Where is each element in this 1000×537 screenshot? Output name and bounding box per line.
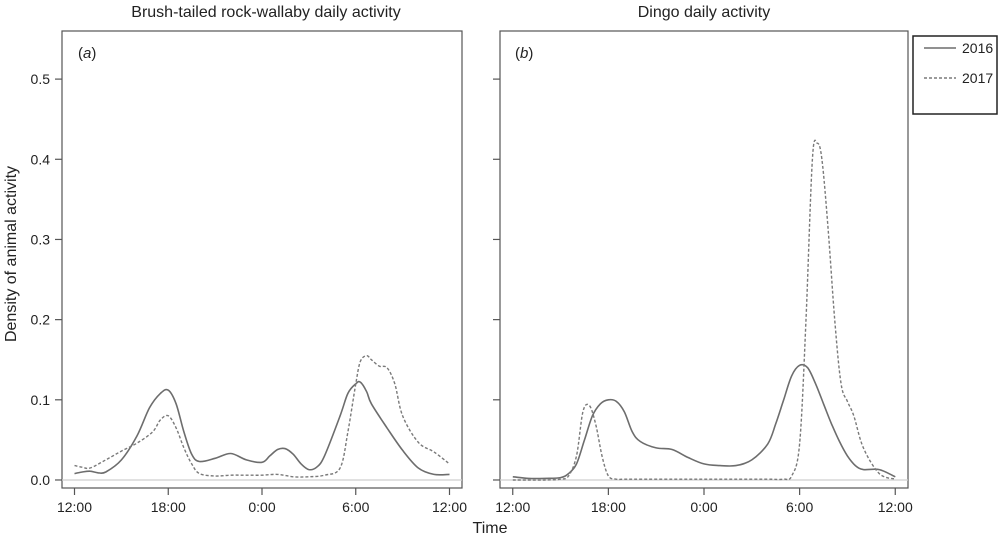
panel-a-y-tick-label: 0.5 [31, 71, 51, 87]
panel-a-title: Brush-tailed rock-wallaby daily activity [131, 4, 400, 21]
panel-a-y-tick-label: 0.3 [31, 231, 51, 247]
panel-b-frame [499, 30, 909, 489]
panel-a-plot: 12:00 18:00 0:00 6:00 12:00 0.0 0.1 0.2 0.3 0.4 0.… [31, 30, 467, 515]
panel-a-series-2016 [74, 380, 450, 476]
panel-b-x-tick-label: 12:00 [878, 499, 913, 515]
panel-a-letter: a [83, 45, 91, 62]
panel-a-x-tick-label: 18:00 [151, 499, 186, 515]
panel-b-series-2016 [512, 363, 896, 480]
panel-b-title: Dingo daily activity [638, 4, 771, 21]
panel-a: Brush-tailed rock-wallaby daily activity… [31, 4, 468, 515]
panel-b-x-tick-label: 12:00 [495, 499, 530, 515]
panel-b-x-tick-label: 18:00 [591, 499, 626, 515]
panel-b-x-tick-label: 0:00 [690, 499, 717, 515]
x-axis-label: Time [473, 520, 508, 537]
panel-b-label: (b) [515, 45, 533, 62]
panel-a-y-tick-label: 0.1 [31, 392, 51, 408]
legend-label-2017: 2017 [962, 70, 993, 86]
panel-b-letter: b [520, 45, 528, 62]
panel-a-x-tick-label: 12:00 [432, 499, 467, 515]
legend-box [912, 35, 998, 115]
y-axis-label: Density of animal activity [3, 166, 20, 342]
panel-a-y-tick-label: 0.4 [31, 151, 51, 167]
panel-a-y-tick-label: 0.0 [31, 472, 51, 488]
panel-b-x-tick-label: 6:00 [786, 499, 813, 515]
panel-a-label: (a) [78, 45, 96, 62]
legend-label-2016: 2016 [962, 40, 993, 56]
panel-b: Dingo daily activity 12:00 18:00 0:00 6:00 1… [493, 4, 913, 515]
panel-a-x-tick-label: 12:00 [57, 499, 92, 515]
panel-a-x-tick-label: 6:00 [342, 499, 369, 515]
panel-a-x-tick-label: 0:00 [248, 499, 275, 515]
panel-a-y-tick-label: 0.2 [31, 312, 51, 328]
panel-b-series-2017 [512, 139, 896, 481]
legend: 2016 2017 [912, 35, 998, 115]
panel-a-frame [61, 30, 463, 489]
panel-b-plot: 12:00 18:00 0:00 6:00 12:00 [493, 30, 913, 515]
panel-a-series-2017 [74, 354, 450, 478]
